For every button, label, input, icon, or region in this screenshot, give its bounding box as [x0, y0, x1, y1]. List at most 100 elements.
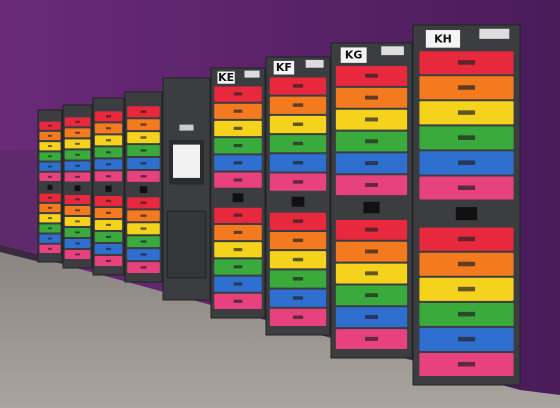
door-number: [457, 236, 476, 242]
door-number: [365, 315, 378, 319]
door-number: [365, 95, 378, 100]
sign-plate: [305, 59, 324, 68]
door-number: [233, 265, 243, 269]
door-number: [106, 235, 111, 238]
locker-bank: KE KF KG KH: [37, 24, 521, 386]
door-number: [106, 247, 111, 250]
door-number: [106, 115, 111, 118]
door-number: [292, 238, 304, 243]
kiosk-logo: [179, 124, 194, 131]
door-number: [106, 259, 111, 262]
door-number: [292, 315, 304, 319]
sign-plate: [244, 70, 260, 78]
door-number: [457, 361, 476, 367]
door-number: [292, 103, 304, 107]
label-plate: [340, 47, 367, 63]
door-number: [457, 60, 476, 65]
door-number: [140, 110, 147, 113]
card-reader: [74, 185, 81, 192]
door-number: [365, 161, 378, 166]
door-number: [457, 336, 476, 342]
door-number: [233, 230, 243, 234]
card-reader: [105, 185, 112, 192]
door-number: [106, 211, 111, 214]
door-number: [233, 282, 243, 286]
door-number: [140, 149, 147, 152]
door-number: [75, 164, 80, 167]
card-reader: [363, 201, 380, 214]
card-reader: [47, 184, 53, 190]
door-number: [140, 162, 147, 165]
door-number: [233, 248, 243, 252]
label-plate: [425, 30, 461, 48]
locker-label: KF: [276, 61, 292, 74]
door-number: [292, 84, 304, 88]
door-number: [365, 249, 378, 254]
door-number: [233, 92, 243, 96]
door-number: [292, 141, 304, 146]
door-number: [140, 227, 147, 230]
door-number: [140, 201, 147, 204]
door-number: [365, 293, 378, 298]
door-number: [457, 85, 476, 90]
door-number: [75, 220, 80, 223]
door-number: [233, 299, 243, 303]
door-number: [75, 142, 80, 145]
door-number: [75, 231, 80, 234]
door-number: [365, 117, 378, 122]
door-number: [106, 151, 111, 154]
door-number: [75, 242, 80, 245]
sign-plate: [381, 46, 404, 56]
door-number: [233, 144, 243, 148]
door-number: [140, 266, 147, 269]
door-number: [48, 196, 52, 199]
door-number: [292, 257, 304, 262]
door-number: [48, 206, 52, 209]
door-number: [365, 73, 378, 78]
locker-label: KH: [434, 32, 452, 45]
door-number: [457, 185, 476, 191]
card-reader: [232, 193, 244, 203]
door-number: [75, 209, 80, 212]
door-number: [457, 110, 476, 115]
door-number: [457, 261, 476, 267]
door-number: [75, 253, 80, 256]
label-plate: [217, 71, 235, 84]
door-number: [457, 160, 476, 165]
door-number: [457, 286, 476, 292]
door-number: [292, 296, 304, 300]
door-number: [365, 227, 378, 232]
door-number: [365, 183, 378, 187]
door-number: [48, 175, 52, 178]
door-number: [140, 136, 147, 139]
door-number: [457, 135, 476, 140]
door-number: [457, 311, 476, 317]
door-number: [140, 214, 147, 217]
door-number: [48, 155, 52, 158]
door-number: [48, 134, 52, 137]
door-number: [106, 199, 111, 202]
brick-wall: [0, 150, 40, 250]
door-number: [75, 120, 80, 123]
door-number: [48, 227, 52, 230]
door-number: [233, 178, 243, 182]
door-number: [365, 336, 378, 341]
door-number: [106, 127, 111, 130]
door-number: [48, 237, 52, 240]
door-number: [292, 122, 304, 127]
door-number: [48, 165, 52, 168]
label-plate: [273, 60, 295, 75]
sign-plate: [479, 28, 510, 39]
door-number: [233, 161, 243, 165]
door-number: [106, 223, 111, 226]
locker-label: KE: [218, 71, 234, 84]
kiosk-panel: [166, 210, 207, 279]
door-number: [106, 175, 111, 178]
card-reader: [455, 207, 478, 221]
kiosk-screen: [173, 144, 200, 178]
door-number: [292, 219, 304, 223]
door-number: [75, 153, 80, 156]
card-reader: [291, 196, 305, 207]
door-number: [48, 124, 52, 127]
door-number: [140, 123, 147, 126]
